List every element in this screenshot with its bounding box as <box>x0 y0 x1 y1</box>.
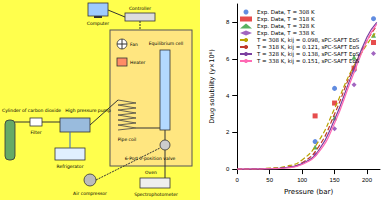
svg-text:Spectrophotometer: Spectrophotometer <box>134 192 178 197</box>
svg-text:Heater: Heater <box>130 60 145 65</box>
svg-text:Oven: Oven <box>145 170 157 175</box>
svg-text:T = 318 K, kij = 0.121, sPC-SA: T = 318 K, kij = 0.121, sPC-SAFT EoS <box>256 44 360 51</box>
svg-text:Air compressor: Air compressor <box>73 191 107 196</box>
svg-text:High pressure pump: High pressure pump <box>65 108 111 113</box>
svg-text:150: 150 <box>330 177 341 183</box>
svg-text:8: 8 <box>226 19 230 25</box>
svg-text:Computer: Computer <box>87 21 110 26</box>
svg-text:T = 338 K, kij = 0.151, sPC-SA: T = 338 K, kij = 0.151, sPC-SAFT EoS <box>256 58 360 65</box>
svg-text:T = 328 K, kij = 0.138, sPC-SA: T = 328 K, kij = 0.138, sPC-SAFT EoS <box>256 51 360 58</box>
svg-text:Controller: Controller <box>129 6 151 11</box>
svg-text:Pressure (bar): Pressure (bar) <box>284 188 333 196</box>
svg-text:50: 50 <box>266 177 273 183</box>
svg-text:4: 4 <box>226 93 230 99</box>
svg-text:T = 308 K, kij = 0.098, sPC-SA: T = 308 K, kij = 0.098, sPC-SAFT EoS <box>256 37 360 44</box>
svg-text:Exp. Data, T = 328 K: Exp. Data, T = 328 K <box>257 23 315 30</box>
svg-text:200: 200 <box>362 177 373 183</box>
svg-text:2: 2 <box>226 129 230 135</box>
svg-text:Exp. Data, T = 308 K: Exp. Data, T = 308 K <box>257 9 315 16</box>
svg-text:Filter: Filter <box>30 130 41 135</box>
svg-text:Pipe coil: Pipe coil <box>118 137 137 142</box>
svg-text:100: 100 <box>297 177 308 183</box>
svg-text:6-Port 2-position valve: 6-Port 2-position valve <box>125 156 176 161</box>
svg-text:Fan: Fan <box>130 42 138 47</box>
svg-text:0: 0 <box>236 177 240 183</box>
svg-text:Exp. Data, T = 338 K: Exp. Data, T = 338 K <box>257 30 315 37</box>
svg-text:6: 6 <box>226 56 230 62</box>
svg-text:Refrigerator: Refrigerator <box>57 164 84 169</box>
svg-text:Equilibrium cell: Equilibrium cell <box>149 41 184 46</box>
svg-text:Drug solubility (y×10⁶): Drug solubility (y×10⁶) <box>208 49 216 124</box>
svg-text:Cylinder of carbon dioxide: Cylinder of carbon dioxide <box>2 108 61 113</box>
svg-text:Exp. Data, T = 318 K: Exp. Data, T = 318 K <box>257 16 315 23</box>
svg-text:0: 0 <box>226 166 230 172</box>
